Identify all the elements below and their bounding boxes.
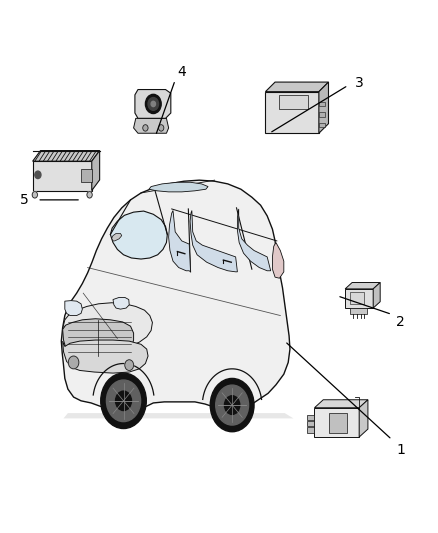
Circle shape xyxy=(87,191,92,198)
Polygon shape xyxy=(63,340,148,373)
Circle shape xyxy=(32,191,37,198)
Polygon shape xyxy=(92,150,99,190)
Polygon shape xyxy=(307,421,314,426)
Circle shape xyxy=(35,171,41,179)
Polygon shape xyxy=(359,400,368,437)
Text: 2: 2 xyxy=(396,316,405,329)
Polygon shape xyxy=(32,150,99,161)
Circle shape xyxy=(215,385,249,425)
Polygon shape xyxy=(64,413,293,418)
Circle shape xyxy=(148,98,159,110)
Circle shape xyxy=(143,125,148,131)
Circle shape xyxy=(116,391,131,410)
Polygon shape xyxy=(350,292,364,304)
Polygon shape xyxy=(134,118,169,133)
Circle shape xyxy=(225,395,240,415)
Polygon shape xyxy=(63,319,134,357)
Polygon shape xyxy=(112,233,122,241)
Polygon shape xyxy=(190,211,237,272)
Circle shape xyxy=(210,378,254,432)
Circle shape xyxy=(145,94,161,114)
Polygon shape xyxy=(61,180,290,410)
Text: 1: 1 xyxy=(396,443,405,457)
Circle shape xyxy=(101,373,146,429)
Polygon shape xyxy=(110,211,167,259)
Circle shape xyxy=(125,360,134,370)
Polygon shape xyxy=(307,415,314,420)
Polygon shape xyxy=(319,123,325,127)
Polygon shape xyxy=(113,297,129,309)
Polygon shape xyxy=(64,303,152,351)
Polygon shape xyxy=(319,102,325,106)
Polygon shape xyxy=(265,92,319,133)
Polygon shape xyxy=(319,112,325,117)
Polygon shape xyxy=(328,413,347,433)
Circle shape xyxy=(159,125,164,131)
Polygon shape xyxy=(237,209,271,271)
Polygon shape xyxy=(265,82,328,92)
Polygon shape xyxy=(319,82,328,133)
Polygon shape xyxy=(279,95,308,109)
Polygon shape xyxy=(345,282,380,289)
Polygon shape xyxy=(272,243,284,278)
Polygon shape xyxy=(81,169,92,182)
Circle shape xyxy=(68,356,79,369)
Polygon shape xyxy=(32,161,92,190)
Polygon shape xyxy=(373,282,380,308)
Polygon shape xyxy=(350,308,367,314)
Text: 3: 3 xyxy=(355,76,364,90)
Circle shape xyxy=(106,380,141,422)
Circle shape xyxy=(151,101,155,107)
Text: 4: 4 xyxy=(177,65,186,79)
Polygon shape xyxy=(345,289,373,308)
Polygon shape xyxy=(135,90,171,118)
Polygon shape xyxy=(314,400,368,408)
Polygon shape xyxy=(65,301,82,316)
Polygon shape xyxy=(314,408,359,437)
Polygon shape xyxy=(149,182,208,192)
Polygon shape xyxy=(169,211,191,272)
Polygon shape xyxy=(307,427,314,433)
Text: 5: 5 xyxy=(20,193,28,207)
